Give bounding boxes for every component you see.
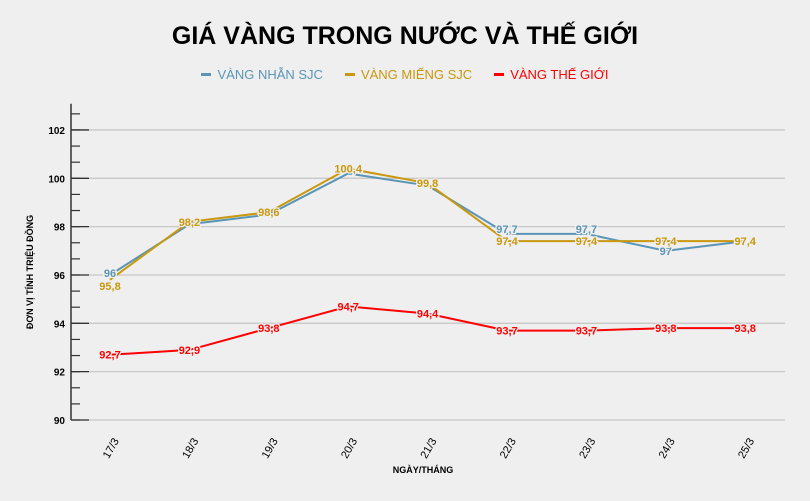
series-line-2 — [109, 305, 746, 356]
series-line-1 — [109, 167, 746, 281]
x-tick-label: 18/3 — [180, 436, 201, 461]
x-tick-label: 25/3 — [736, 436, 757, 461]
legend-swatch — [344, 73, 355, 76]
legend-label: VÀNG THẾ GIỚI — [510, 67, 609, 82]
data-label: 93,7 — [496, 326, 517, 338]
data-label: 93,8 — [734, 323, 755, 335]
data-label: 92,9 — [179, 345, 200, 357]
data-label: 95,8 — [99, 281, 120, 293]
data-label: 93,8 — [655, 323, 676, 335]
legend-item-vang-nhan: VÀNG NHẪN SJC — [201, 67, 323, 82]
series-line-0 — [109, 172, 746, 276]
legend-label: VÀNG MIẾNG SJC — [360, 67, 473, 82]
data-label: 97,4 — [496, 236, 518, 248]
x-tick-label: 19/3 — [260, 436, 281, 461]
data-label: 97,7 — [496, 224, 517, 236]
y-tick-label: 102 — [48, 126, 65, 137]
x-tick-label: 24/3 — [657, 436, 678, 461]
y-tick-label: 100 — [48, 174, 65, 185]
data-label: 93,7 — [576, 326, 597, 338]
legend: VÀNG NHẪN SJC VÀNG MIẾNG SJC VÀNG THẾ GI… — [0, 67, 810, 82]
y-tick-label: 92 — [54, 368, 66, 379]
data-label: 97 — [660, 246, 672, 258]
legend-label: VÀNG NHẪN SJC — [217, 67, 323, 82]
x-tick-label: 21/3 — [418, 436, 439, 461]
data-label: 97,4 — [655, 236, 677, 248]
x-tick-label: 22/3 — [498, 436, 519, 461]
y-tick-label: 90 — [54, 416, 66, 427]
legend-item-vang-the-gioi: VÀNG THẾ GIỚI — [494, 67, 609, 82]
data-label: 99,8 — [417, 178, 438, 190]
data-label: 94,4 — [417, 309, 439, 321]
data-label: 97,7 — [576, 224, 597, 236]
x-tick-label: 17/3 — [101, 436, 122, 461]
data-label: 98,6 — [258, 207, 279, 219]
data-label: 94,7 — [337, 301, 358, 313]
data-label: 97,4 — [576, 236, 598, 248]
data-label: 98,2 — [179, 217, 200, 229]
x-axis-label: NGÀY/THÁNG — [393, 465, 454, 475]
legend-swatch — [201, 73, 212, 76]
y-tick-label: 94 — [54, 319, 66, 330]
legend-swatch — [494, 73, 505, 76]
y-tick-label: 98 — [54, 223, 66, 234]
data-label: 96 — [104, 268, 116, 280]
chart-title: GIÁ VÀNG TRONG NƯỚC VÀ THẾ GIỚI — [171, 22, 639, 50]
data-label: 93,8 — [258, 323, 279, 335]
y-axis-label: ĐƠN VỊ TÍNH TRIỆU ĐỒNG — [24, 215, 35, 329]
y-tick-label: 96 — [54, 271, 66, 282]
x-tick-label: 20/3 — [339, 436, 360, 461]
x-tick-label: 23/3 — [577, 436, 598, 461]
data-label: 100,4 — [334, 164, 362, 176]
legend-item-vang-mieng: VÀNG MIẾNG SJC — [344, 67, 473, 82]
data-label: 92,7 — [99, 350, 120, 362]
data-label: 97,4 — [734, 236, 756, 248]
